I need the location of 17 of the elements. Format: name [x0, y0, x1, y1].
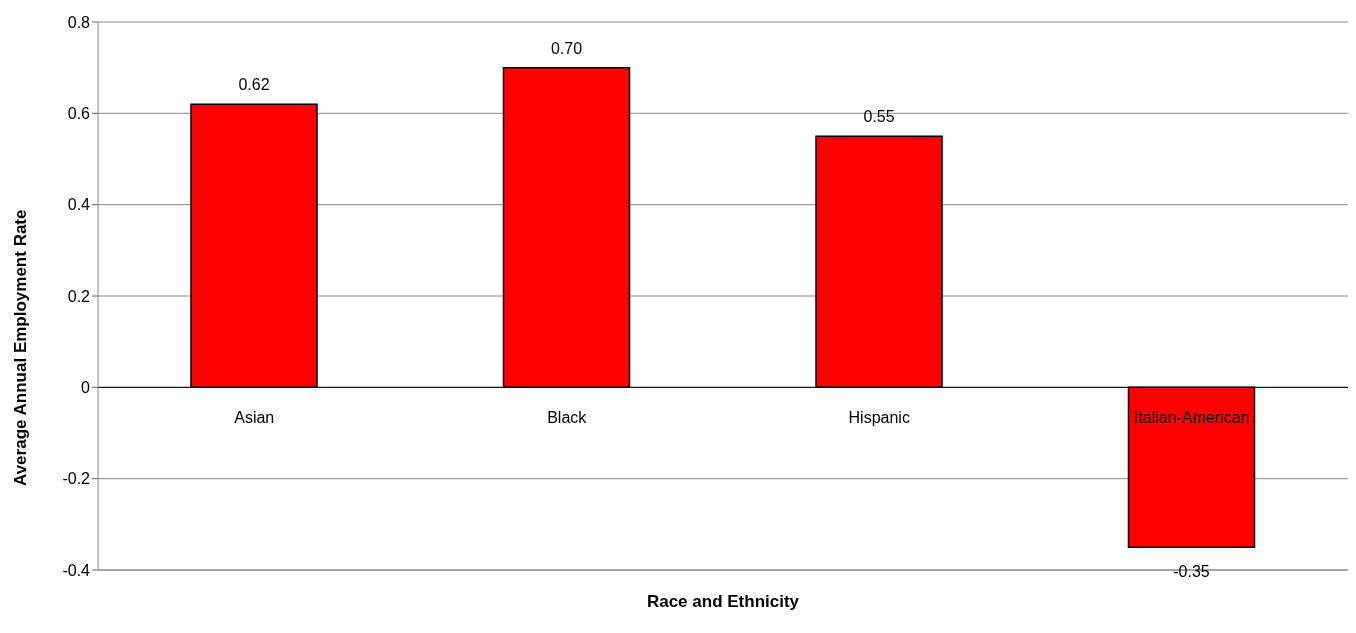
y-tick-label: 0.8: [67, 13, 91, 31]
data-label: 0.55: [863, 108, 895, 126]
y-tick-label: -0.2: [62, 470, 91, 488]
y-tick-label: 0.6: [67, 105, 91, 123]
y-tick-label: 0.4: [67, 196, 91, 214]
y-axis-title: Average Annual Employment Rate: [11, 209, 31, 486]
y-tick-label: 0.2: [67, 287, 91, 305]
x-tick-label: Italian-American: [1133, 409, 1250, 427]
x-tick-label: Asian: [234, 409, 275, 427]
data-label: 0.70: [550, 39, 583, 57]
data-label: -0.35: [1173, 563, 1210, 581]
x-tick-label: Hispanic: [848, 409, 910, 427]
y-tick-label: 0: [81, 379, 91, 397]
x-axis-title: Race and Ethnicity: [646, 592, 800, 611]
y-tick-label: -0.4: [62, 561, 91, 579]
x-tick-label: Black: [547, 409, 588, 427]
data-label: 0.62: [238, 76, 270, 94]
